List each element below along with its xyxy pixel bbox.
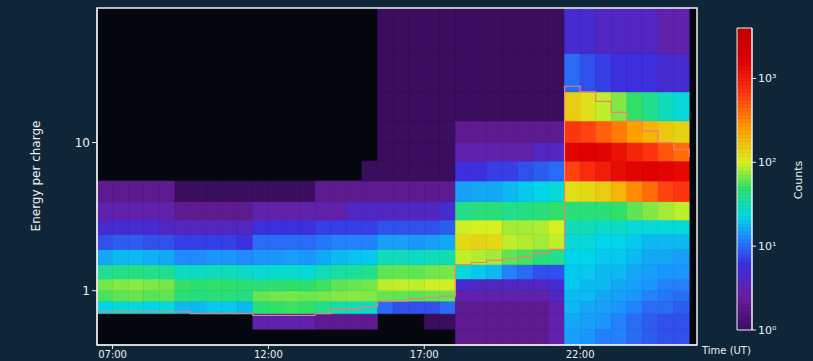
html-text:Time (UT): Time (UT) (702, 345, 751, 356)
svg-text:22:00: 22:00 (566, 349, 595, 360)
svg-text:17:00: 17:00 (410, 349, 439, 360)
svg-text:10²: 10² (758, 156, 776, 169)
html-text:Counts: Counts (791, 160, 805, 200)
svg-text:1: 1 (82, 284, 90, 298)
svg-text:10¹: 10¹ (758, 240, 776, 253)
html-text:Energy per charge: Energy per charge (29, 120, 43, 232)
svg-text:10: 10 (75, 136, 90, 150)
svg-text:12:00: 12:00 (254, 349, 283, 360)
svg-text:07:00: 07:00 (98, 349, 127, 360)
svg-text:10³: 10³ (758, 72, 776, 85)
svg-text:10⁰: 10⁰ (758, 324, 777, 337)
